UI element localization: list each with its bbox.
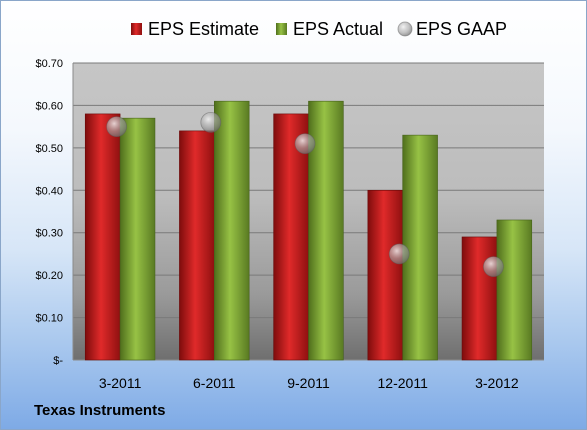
bar-eps-estimate (179, 130, 215, 361)
legend: EPS Estimate EPS Actual EPS GAAP (131, 19, 507, 39)
bubble-eps-gaap (294, 133, 316, 155)
y-tick-label: $0.20 (35, 270, 63, 282)
bubble-eps-gaap (200, 112, 222, 133)
bar-eps-estimate (84, 113, 121, 361)
legend-swatch-estimate (131, 23, 142, 35)
gaap-bubbles (106, 112, 504, 278)
company-name: Texas Instruments (34, 402, 166, 419)
bars (84, 100, 533, 361)
y-tick-label: $0.60 (35, 100, 63, 112)
x-axis-ticks: 3-2011 6-2011 9-2011 12-2011 3-2012 (99, 375, 519, 391)
legend-label: EPS Estimate (148, 19, 259, 39)
y-tick-label: $- (53, 355, 63, 367)
bubble-eps-gaap (483, 256, 504, 278)
y-tick-label: $0.50 (35, 143, 63, 155)
bubble-eps-gaap (106, 116, 128, 138)
legend-swatch-actual (276, 23, 287, 35)
bar-eps-estimate (367, 189, 404, 361)
x-tick-label: 12-2011 (378, 375, 429, 391)
bar-eps-estimate (273, 113, 309, 361)
y-tick-label: $0.40 (35, 185, 63, 197)
x-tick-label: 9-2011 (287, 375, 330, 391)
bar-eps-actual (402, 134, 438, 361)
y-tick-label: $0.30 (35, 228, 63, 240)
bar-eps-estimate (461, 236, 498, 361)
x-tick-label: 3-2012 (475, 375, 519, 391)
bar-eps-actual (496, 219, 533, 361)
bubble-eps-gaap (388, 243, 410, 265)
bar-eps-actual (214, 100, 250, 361)
legend-swatch-gaap (397, 21, 413, 37)
x-tick-label: 3-2011 (99, 375, 142, 391)
y-tick-label: $0.10 (35, 313, 63, 325)
legend-label: EPS Actual (293, 19, 383, 39)
x-tick-label: 6-2011 (193, 375, 236, 391)
bar-eps-actual (119, 117, 156, 361)
y-tick-label: $0.70 (35, 58, 63, 70)
legend-label: EPS GAAP (416, 19, 507, 39)
y-axis-ticks: $- $0.10 $0.20 $0.30 $0.40 $0.50 $0.60 $0.70 (35, 58, 63, 367)
